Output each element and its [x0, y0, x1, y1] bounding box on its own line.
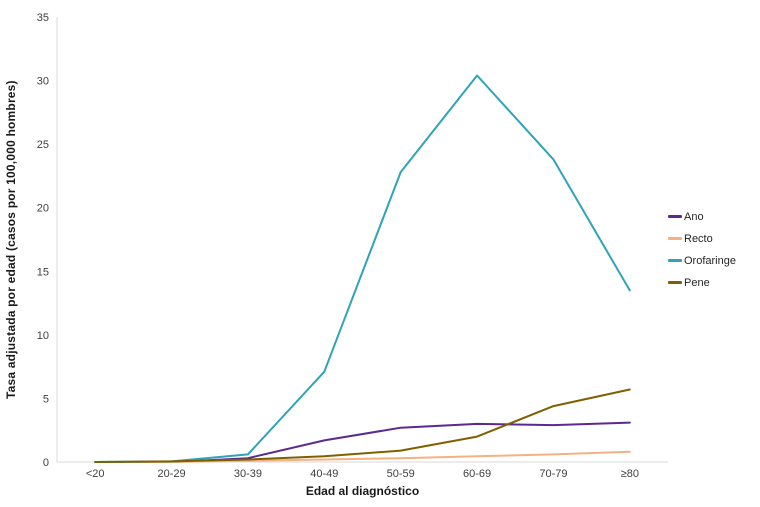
- legend-item-pene: Pene: [668, 275, 736, 290]
- y-tick-label: 0: [43, 457, 49, 469]
- legend-marker-recto: [668, 237, 682, 240]
- y-tick-label: 35: [37, 12, 49, 24]
- y-tick-label: 15: [37, 266, 49, 278]
- legend-item-recto: Recto: [668, 231, 736, 246]
- y-tick-label: 20: [37, 203, 49, 215]
- y-tick-label: 10: [37, 330, 49, 342]
- series-line-orofaringe: [94, 74, 631, 463]
- legend-marker-ano: [668, 215, 682, 218]
- x-tick-label: 40-49: [310, 468, 338, 480]
- x-tick-label: 30-39: [234, 468, 262, 480]
- x-tick-label: ≥80: [621, 468, 639, 480]
- x-tick-label: <20: [86, 468, 105, 480]
- x-tick-label: 50-59: [387, 468, 415, 480]
- legend-item-ano: Ano: [668, 209, 736, 224]
- legend-marker-orofaringe: [668, 259, 682, 262]
- legend-label: Pene: [684, 276, 710, 289]
- x-axis-title: Edad al diagnóstico: [305, 484, 420, 498]
- y-tick-label: 5: [43, 393, 49, 405]
- y-tick-label: 25: [37, 139, 49, 151]
- legend-label: Ano: [684, 210, 704, 223]
- series-line-pene: [94, 388, 631, 463]
- legend-label: Orofaringe: [684, 254, 736, 267]
- x-tick-label: 20-29: [157, 468, 185, 480]
- legend-label: Recto: [684, 232, 713, 245]
- series-line-ano: [94, 421, 631, 463]
- x-tick-label: 70-79: [539, 468, 567, 480]
- legend-item-orofaringe: Orofaringe: [668, 253, 736, 268]
- legend-marker-pene: [668, 281, 682, 284]
- y-tick-label: 30: [37, 76, 49, 88]
- x-tick-label: 60-69: [463, 468, 491, 480]
- legend: Ano Recto Orofaringe Pene: [668, 209, 736, 290]
